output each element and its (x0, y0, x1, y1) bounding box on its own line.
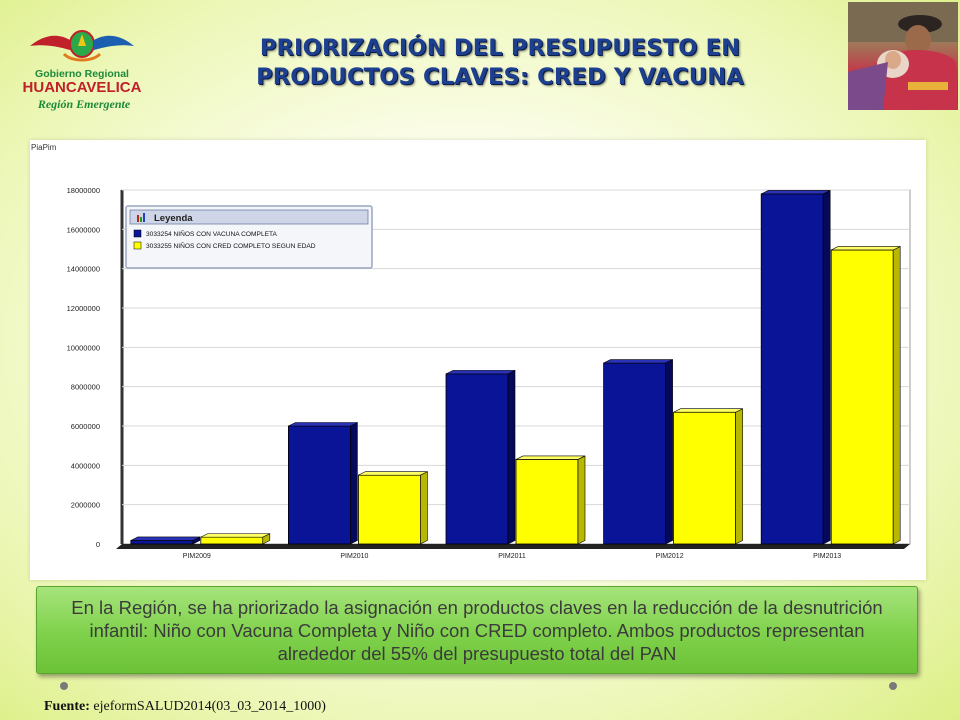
x-tick-label: PIM2011 (498, 553, 526, 560)
y-tick-label: 12000000 (67, 304, 100, 313)
bar-side (665, 359, 673, 545)
x-tick-label: PIM2012 (656, 553, 684, 560)
chart-svg: PiaPim 0 2000000 4000000 6000000 8000000 10000… (31, 143, 911, 560)
legend-title: Leyenda (154, 213, 193, 224)
bar-top (288, 422, 358, 427)
legend-item: 3033254 NIÑOS CON VACUNA COMPLETA (146, 229, 278, 238)
bar-top (673, 408, 743, 413)
bar-side (350, 422, 358, 545)
page-title: PRIORIZACIÓN DEL PRESUPUESTO EN PRODUCTO… (160, 34, 840, 92)
x-tick-label: PIM2010 (340, 553, 368, 560)
budget-bar-chart: PiaPim 0 2000000 4000000 6000000 8000000 10000… (30, 140, 926, 580)
legend-icon-bar (137, 215, 139, 222)
bar-side (822, 189, 831, 545)
bar-face (603, 362, 666, 545)
chart-title: PiaPim (31, 143, 57, 152)
mother-child-photo (848, 2, 958, 110)
bar-s2-pim2011 (515, 455, 586, 545)
y-tick-label: 16000000 (67, 225, 100, 234)
bar-face (515, 459, 579, 545)
bar-side (420, 471, 428, 545)
bar-top (831, 246, 901, 251)
bar-side (507, 369, 516, 545)
source-note: Fuente: ejeformSALUD2014(03_03_2014_1000… (44, 699, 326, 715)
legend-header (129, 209, 369, 225)
logo-emblem-icon (30, 30, 134, 62)
bar-s2-pim2012 (673, 408, 743, 545)
bar-face (130, 540, 194, 545)
bar-s1-pim2009 (130, 536, 201, 545)
summary-callout: En la Región, se ha priorizado la asigna… (36, 586, 918, 674)
gobierno-regional-logo: Gobierno Regional HUANCAVELICA Región Em… (12, 22, 152, 122)
legend-swatch (133, 241, 142, 250)
logo-line-3: Región Emergente (37, 97, 131, 111)
bar-side (577, 455, 586, 545)
x-axis-floor (116, 544, 910, 549)
bar-s1-pim2010 (287, 422, 358, 545)
title-line-1: PRIORIZACIÓN DEL PRESUPUESTO EN (259, 35, 741, 61)
bar-s2-pim2010 (357, 471, 428, 545)
logo-line-1: Gobierno Regional (35, 68, 129, 80)
bar-face (287, 425, 351, 545)
bar-face (200, 536, 264, 545)
bar-s1-pim2011 (445, 369, 516, 545)
bar-top (200, 533, 270, 538)
y-tick-label: 2000000 (71, 501, 100, 510)
y-tick-label: 14000000 (67, 265, 100, 274)
bar-s1-pim2013 (760, 189, 831, 545)
bar-top (358, 471, 428, 476)
bar-s2-pim2013 (830, 245, 901, 545)
legend-icon-bar (143, 213, 145, 222)
bar-top (515, 455, 586, 460)
title-line-2: PRODUCTOS CLAVES: CRED Y VACUNA (256, 64, 744, 90)
y-tick-label: 4000000 (71, 461, 100, 470)
bar-s2-pim2009 (200, 533, 271, 545)
source-text: ejeformSALUD2014(03_03_2014_1000) (89, 699, 326, 714)
legend-swatch (133, 229, 142, 238)
bar-side (735, 408, 743, 545)
bar-face (357, 474, 421, 545)
bar-face (760, 193, 824, 545)
y-tick-label: 6000000 (71, 422, 100, 431)
bar-top (761, 190, 831, 195)
logo-line-2: HUANCAVELICA (23, 79, 142, 96)
summary-text: En la Región, se ha priorizado la asigna… (71, 596, 883, 664)
bullet-dot-right (889, 682, 897, 690)
bullet-dot-left (60, 682, 68, 690)
y-tick-label: 10000000 (67, 343, 100, 352)
bar-side (892, 245, 901, 545)
bar-face (830, 249, 894, 545)
bar-face (673, 411, 736, 545)
bar-top (445, 370, 516, 375)
x-tick-label: PIM2009 (183, 553, 211, 560)
legend-item: 3033255 NIÑOS CON CRED COMPLETO SEGUN ED… (146, 241, 316, 250)
legend-chart-icon (137, 213, 145, 222)
bar-top (603, 359, 673, 364)
y-tick-label: 8000000 (71, 383, 100, 392)
y-tick-label: 18000000 (67, 186, 100, 195)
bar-top (130, 536, 200, 541)
x-tick-label: PIM2013 (813, 553, 841, 560)
bar-face (445, 373, 509, 545)
source-label: Fuente: (44, 699, 90, 714)
bar-s1-pim2012 (603, 359, 673, 545)
legend-icon-bar (140, 217, 142, 222)
chart-legend: Leyenda 3033254 NIÑOS CON VACUNA COMPLETA… (125, 205, 373, 269)
y-tick-label: 0 (96, 540, 100, 549)
